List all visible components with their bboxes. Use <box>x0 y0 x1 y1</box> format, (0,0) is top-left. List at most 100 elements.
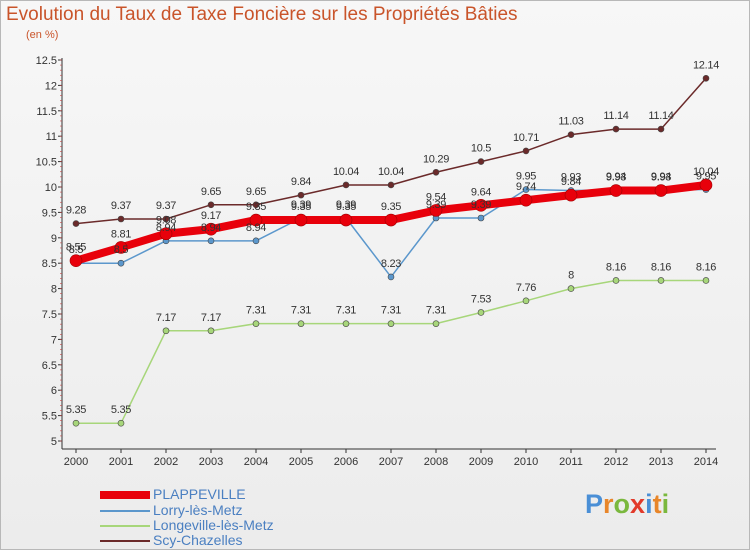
legend-swatch-scy <box>100 540 150 542</box>
data-point-series-0 <box>294 213 308 227</box>
legend-swatch-plappeville <box>100 491 150 499</box>
x-tick-label: 2008 <box>424 456 448 468</box>
data-label-series-0: 9.84 <box>561 176 581 188</box>
data-point-series-0 <box>429 204 443 217</box>
data-point-series-1 <box>117 259 125 267</box>
data-label-series-3: 11.14 <box>648 110 673 122</box>
legend-label-lorry: Lorry-lès-Metz <box>153 502 243 518</box>
data-label-series-2: 7.31 <box>426 305 446 317</box>
data-point-series-3 <box>162 215 170 223</box>
data-label-series-2: 7.31 <box>336 305 356 317</box>
data-label-series-0: 9.74 <box>516 181 536 193</box>
data-label-series-2: 8.16 <box>651 261 671 273</box>
y-tick-label: 6 <box>51 385 57 397</box>
data-point-series-3 <box>207 201 215 209</box>
x-tick-label: 2001 <box>109 456 133 468</box>
x-tick-label: 2000 <box>64 456 88 468</box>
data-label-series-0: 9.54 <box>426 191 446 203</box>
data-label-series-2: 7.76 <box>516 282 536 294</box>
data-label-series-2: 7.31 <box>381 305 401 317</box>
data-label-series-2: 7.17 <box>201 312 221 324</box>
data-label-series-3: 10.5 <box>471 143 491 155</box>
legend-label-plappeville: PLAPPEVILLE <box>153 486 246 502</box>
data-point-series-2 <box>612 277 620 284</box>
data-point-series-3 <box>342 181 350 189</box>
data-label-series-3: 9.65 <box>246 186 266 198</box>
data-point-series-0 <box>519 193 533 207</box>
data-label-series-3: 9.37 <box>156 200 176 212</box>
data-label-series-1: 9.94 <box>606 171 626 183</box>
data-point-series-2 <box>477 309 485 316</box>
data-label-series-0: 8.81 <box>111 228 131 240</box>
x-tick-label: 2005 <box>289 456 313 468</box>
data-point-series-3 <box>567 131 575 138</box>
data-label-series-0: 9.17 <box>201 210 221 222</box>
data-point-series-0 <box>699 178 713 192</box>
logo-letter: r <box>603 489 614 519</box>
data-label-series-1: 8.5 <box>114 244 129 256</box>
data-label-series-0: 9.35 <box>381 201 401 213</box>
data-point-series-0 <box>564 188 578 202</box>
data-point-series-0 <box>69 254 83 267</box>
data-label-series-3: 10.04 <box>333 166 359 178</box>
data-point-series-2 <box>702 277 710 284</box>
data-label-series-3: 11.03 <box>558 116 583 128</box>
data-point-series-0 <box>384 213 398 227</box>
x-tick-label: 2006 <box>334 456 358 468</box>
y-tick-label: 12 <box>45 80 57 92</box>
data-point-series-2 <box>297 320 305 327</box>
data-point-series-2 <box>657 277 665 284</box>
data-point-series-1 <box>522 186 530 193</box>
data-label-series-1: 8.94 <box>201 222 221 234</box>
data-label-series-2: 8.16 <box>696 261 716 273</box>
data-point-series-1 <box>252 237 260 245</box>
data-label-series-3: 9.84 <box>291 176 311 188</box>
data-label-series-1: 9.95 <box>516 171 536 183</box>
x-tick-label: 2014 <box>694 456 718 468</box>
data-point-series-2 <box>567 285 575 292</box>
data-label-series-2: 8.16 <box>606 261 626 273</box>
x-tick-label: 2007 <box>379 456 403 468</box>
x-tick-label: 2009 <box>469 456 493 468</box>
data-point-series-0 <box>114 241 128 254</box>
data-label-series-1: 9.95 <box>696 171 716 183</box>
legend-label-scy: Scy-Chazelles <box>153 532 243 548</box>
proxiti-logo: Proxiti <box>585 489 669 520</box>
y-tick-label: 10 <box>45 182 57 194</box>
data-label-series-3: 10.71 <box>513 132 539 144</box>
logo-letter: x <box>630 489 646 519</box>
logo-letter: i <box>645 489 653 519</box>
data-point-series-0 <box>609 184 623 197</box>
y-tick-label: 7.5 <box>42 309 57 321</box>
data-label-series-1: 8.94 <box>246 222 266 234</box>
data-label-series-0: 9.35 <box>246 201 266 213</box>
data-point-series-1 <box>207 237 215 245</box>
data-label-series-1: 9.39 <box>291 199 311 211</box>
logo-letter: o <box>613 489 631 519</box>
legend-swatch-longeville <box>100 525 150 527</box>
data-label-series-2: 7.31 <box>246 305 266 317</box>
data-point-series-3 <box>252 201 260 209</box>
y-tick-label: 8.5 <box>42 258 57 270</box>
data-point-series-2 <box>522 297 530 305</box>
data-point-series-3 <box>72 220 80 227</box>
data-point-series-2 <box>72 419 80 427</box>
data-point-series-2 <box>342 320 350 327</box>
data-label-series-0: 10.04 <box>693 166 719 178</box>
x-tick-label: 2010 <box>514 456 538 468</box>
legend-swatch-lorry <box>100 510 150 512</box>
logo-letter: P <box>585 489 604 519</box>
data-label-series-1: 9.39 <box>426 199 446 211</box>
x-tick-label: 2004 <box>244 456 268 468</box>
data-label-series-2: 7.17 <box>156 312 176 324</box>
data-point-series-3 <box>432 168 440 176</box>
data-point-series-0 <box>654 184 668 197</box>
series-line-2 <box>75 279 707 424</box>
data-point-series-3 <box>297 191 305 199</box>
data-label-series-0: 8.55 <box>66 242 86 254</box>
y-tick-label: 5.5 <box>42 411 57 423</box>
logo-letter: i <box>661 489 670 519</box>
data-label-series-1: 8.94 <box>156 222 176 234</box>
